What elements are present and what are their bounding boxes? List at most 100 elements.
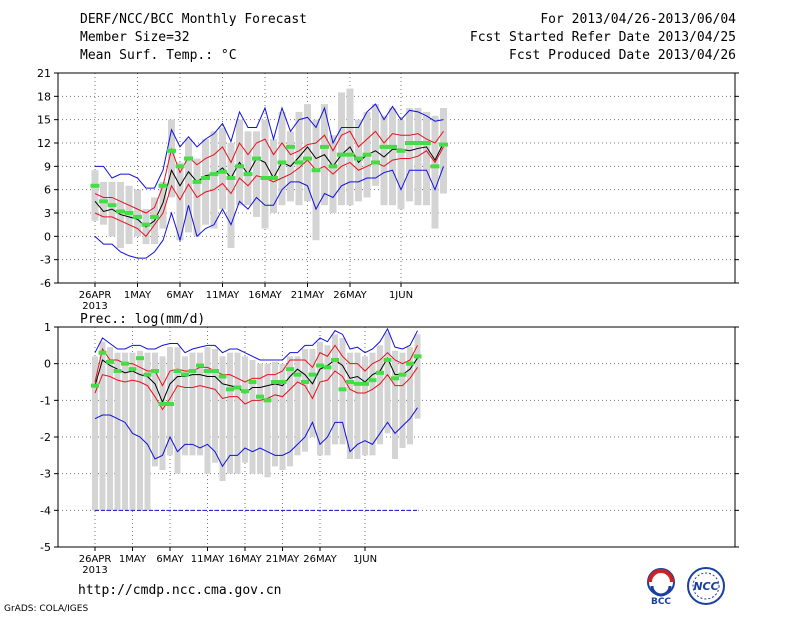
forecast-marker [286, 144, 295, 149]
source-url[interactable]: http://cmdp.ncc.cma.gov.cn [78, 583, 282, 598]
forecast-marker [150, 214, 159, 219]
forecast-marker [184, 156, 193, 161]
forecast-marker [121, 361, 129, 366]
range-box [227, 352, 233, 474]
x-tick-label: 21MAY [266, 554, 300, 565]
range-box [152, 352, 158, 467]
forecast-marker [188, 369, 197, 373]
forecast-marker [181, 372, 189, 377]
forecast-marker [323, 365, 332, 370]
forecast-marker [167, 148, 176, 153]
upper-line [94, 344, 418, 387]
mean-line [94, 142, 444, 228]
member-size-label: Member Size=32 [80, 30, 190, 45]
forecast-marker [128, 367, 137, 372]
forecast-marker [143, 372, 152, 377]
forecast-marker [173, 369, 182, 373]
y-tick-label: -6 [40, 277, 51, 290]
forecast-marker [124, 211, 134, 215]
range-box [134, 189, 141, 237]
range-box [362, 356, 368, 456]
y-tick-label: 18 [37, 90, 51, 103]
forecast-marker [361, 381, 369, 386]
x-year-label: 2013 [82, 301, 107, 312]
range-box [399, 352, 406, 448]
range-box [242, 356, 248, 463]
range-box [176, 162, 184, 241]
forecast-marker [413, 354, 422, 359]
forecast-marker [320, 144, 329, 149]
y-tick-label: 0 [44, 230, 51, 243]
min-line [94, 407, 418, 468]
range-box [302, 349, 308, 452]
y-tick-label: -2 [40, 431, 51, 444]
forecast-marker [241, 389, 249, 394]
y-tick-label: 3 [44, 207, 51, 220]
range-box [182, 356, 188, 456]
forecast-marker [422, 141, 431, 145]
plot-frame [57, 72, 736, 284]
range-box [212, 349, 218, 463]
forecast-marker [106, 359, 114, 364]
range-box [92, 356, 98, 511]
range-box [137, 350, 143, 511]
forecast-marker [201, 176, 210, 180]
forecast-marker [301, 380, 309, 384]
range-box [264, 363, 271, 478]
forecast-marker [166, 402, 174, 406]
range-box [257, 363, 263, 474]
forecast-marker [379, 144, 389, 149]
range-box [397, 119, 405, 210]
y-tick-label: 15 [37, 114, 51, 127]
range-box [317, 341, 323, 456]
y-tick-label: 1 [44, 321, 51, 334]
forecast-marker [353, 381, 362, 386]
forecast-marker [209, 172, 219, 177]
range-box [377, 345, 383, 445]
forecast-marker [203, 369, 212, 373]
x-tick-label: 26MAY [333, 290, 367, 301]
forecast-marker [175, 164, 185, 169]
forecast-marker [256, 394, 264, 399]
forecast-marker [345, 152, 355, 157]
forecast-marker [116, 209, 125, 214]
range-box [309, 349, 316, 437]
range-box [279, 363, 286, 470]
upper-line [94, 130, 444, 214]
y-tick-label: -4 [40, 504, 51, 517]
forecast-marker [316, 363, 324, 368]
range-box [227, 143, 235, 248]
range-box [204, 347, 211, 474]
range-box [347, 352, 353, 459]
forecast-marker [337, 152, 346, 157]
forecast-marker [354, 156, 363, 161]
range-box [380, 115, 388, 206]
range-box [202, 139, 209, 225]
range-box [414, 334, 421, 419]
range-box [249, 360, 256, 474]
forecast-marker [388, 144, 397, 149]
range-box [144, 352, 151, 511]
forecast-marker [226, 176, 236, 180]
range-box [91, 170, 99, 221]
forecast-marker [91, 383, 99, 388]
range-box [312, 119, 320, 241]
x-year-label: 2013 [82, 565, 107, 576]
y-tick-label: -3 [40, 468, 51, 481]
temperature-panel: -6 -3 0 3 6 9 12 15 18 21 26APR 1MAY 6MAY 11MAY 16MAY 2… [37, 67, 739, 312]
forecast-marker [248, 380, 257, 384]
forecast-marker [158, 402, 167, 406]
range-box [304, 104, 311, 202]
range-box [244, 131, 252, 206]
variable-label: Mean Surf. Temp.: °C [80, 48, 237, 63]
x-tick-label: 26APR [79, 290, 112, 301]
range-box [384, 332, 391, 434]
range-box [369, 352, 376, 456]
range-box [295, 111, 303, 206]
forecast-marker [362, 152, 372, 157]
range-box [167, 347, 173, 456]
precip-panel-title: Prec.: log(mm/d) [80, 312, 205, 327]
forecast-marker [391, 376, 399, 381]
range-box [159, 181, 167, 229]
